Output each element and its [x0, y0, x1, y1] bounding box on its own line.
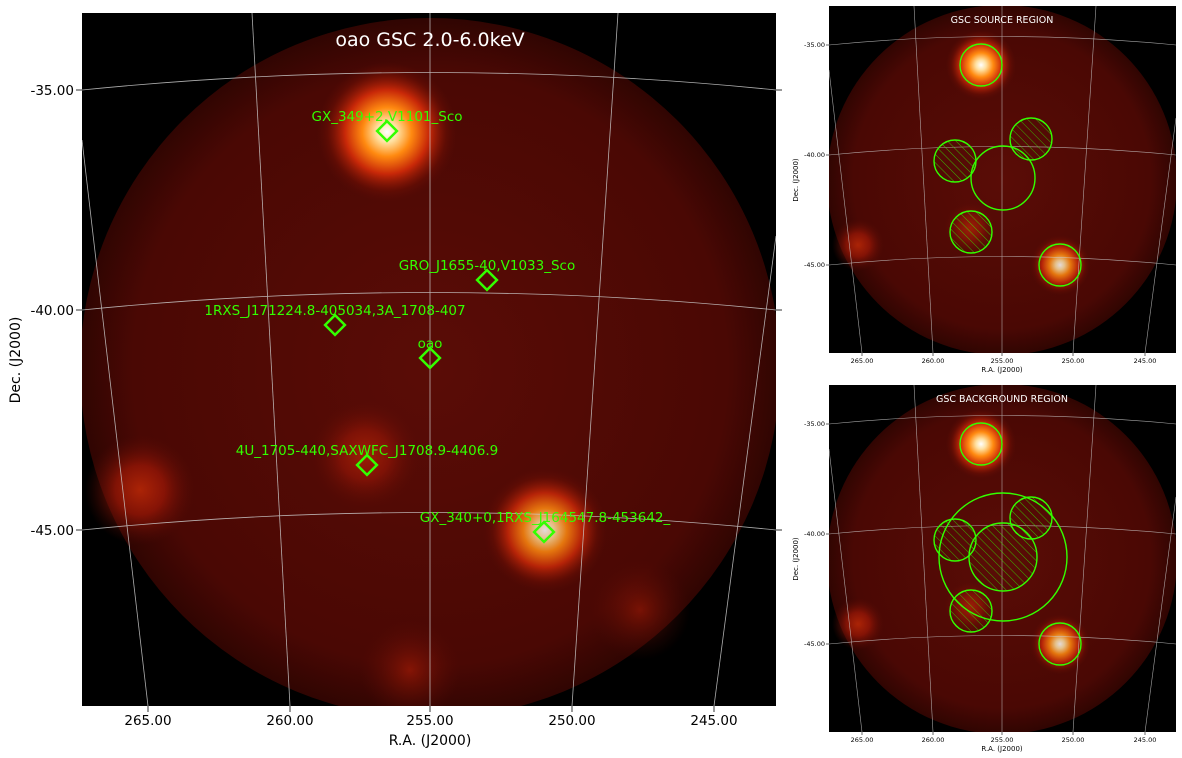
source-label-1rxs1712: 1RXS_J171224.8-405034,3A_1708-407 [204, 303, 465, 319]
main-ytick-0: -35.00 [30, 83, 74, 99]
src-region-lower-right [1038, 243, 1082, 287]
src-region-center [970, 145, 1036, 211]
bkg-xtick-2: 255.00 [991, 736, 1014, 744]
bkg-region-outer [938, 492, 1068, 622]
marker-gro1655 [475, 268, 499, 292]
bkg-region-lower-left [949, 589, 993, 633]
marker-gx349 [375, 119, 399, 143]
marker-gx340 [532, 520, 556, 544]
main-glow-bottom [360, 620, 460, 706]
marker-4u1705 [355, 453, 379, 477]
marker-1rxs1712 [323, 313, 347, 337]
src-xtick-3: 250.00 [1062, 357, 1085, 365]
src-region-lower-left [949, 210, 993, 254]
source-label-gro1655: GRO_J1655-40,V1033_Sco [399, 258, 576, 274]
src-ytick-1: -40.00 [804, 151, 825, 159]
src-xlabel: R.A. (J2000) [981, 366, 1023, 374]
bkg-glow-top [946, 409, 1016, 479]
main-xtick-2: 255.00 [406, 713, 453, 729]
main-glow-left [85, 435, 195, 545]
main-glow-bottom-right [590, 560, 690, 660]
bkg-glow-left [832, 598, 884, 650]
bkg-ytick-2: -45.00 [804, 640, 825, 648]
main-panel: oao GSC 2.0-6.0keV GX_349+2,V1101_Sco GR… [8, 13, 782, 749]
main-glow-gx349 [317, 62, 457, 202]
bkg-ytick-1: -40.00 [804, 530, 825, 538]
src-xtick-1: 260.00 [922, 357, 945, 365]
src-region-left [933, 139, 977, 183]
src-glow-left [832, 219, 884, 271]
bkg-regions [933, 422, 1082, 666]
bkg-region-top [959, 422, 1003, 466]
src-region-upper-right [1009, 117, 1053, 161]
main-title: oao GSC 2.0-6.0keV [335, 29, 524, 51]
source-region-panel: GSC SOURCE REGION 265.00 260.00 255.00 2… [792, 6, 1176, 374]
source-label-4u1705: 4U_1705-440,SAXWFC_J1708.9-4406.9 [236, 443, 498, 459]
src-ytick-0: -35.00 [804, 41, 825, 49]
src-glow-top [946, 30, 1016, 100]
bkg-xtick-4: 245.00 [1134, 736, 1157, 744]
main-ylabel: Dec. (J2000) [8, 317, 24, 404]
main-xtick-3: 250.00 [548, 713, 595, 729]
src-region-top [959, 43, 1003, 87]
src-ylabel: Dec. (J2000) [792, 158, 800, 202]
src-regions [933, 43, 1082, 287]
main-glow-4u1705 [310, 400, 420, 510]
bkg-region-inner [968, 522, 1038, 592]
source-label-gx340: GX_340+0,1RXS_J164547.8-453642_ [420, 510, 671, 526]
bkg-region-upper-right [1009, 496, 1053, 540]
src-ticks [826, 44, 1146, 356]
main-xtick-4: 245.00 [690, 713, 737, 729]
src-xtick-2: 255.00 [991, 357, 1014, 365]
src-title: GSC SOURCE REGION [951, 15, 1054, 26]
bkg-title: GSC BACKGROUND REGION [936, 394, 1068, 405]
main-xtick-0: 265.00 [124, 713, 171, 729]
src-xtick-4: 245.00 [1134, 357, 1157, 365]
src-xtick-0: 265.00 [851, 357, 874, 365]
bkg-region-lower-right [1038, 622, 1082, 666]
bkg-ytick-0: -35.00 [804, 420, 825, 428]
background-region-panel: GSC BACKGROUND REGION 265.00 260.00 255.… [792, 385, 1176, 753]
source-label-oao: oao [418, 336, 443, 352]
src-ytick-2: -45.00 [804, 261, 825, 269]
main-xtick-1: 260.00 [266, 713, 313, 729]
bkg-ticks [826, 423, 1146, 735]
bkg-xtick-1: 260.00 [922, 736, 945, 744]
source-label-gx349: GX_349+2,V1101_Sco [311, 109, 462, 125]
main-glow-gx340 [483, 468, 607, 592]
bkg-region-left [933, 518, 977, 562]
bkg-ylabel: Dec. (J2000) [792, 537, 800, 581]
bkg-xtick-0: 265.00 [851, 736, 874, 744]
marker-oao [418, 346, 442, 370]
main-ticks [76, 89, 782, 712]
main-ytick-2: -45.00 [30, 523, 74, 539]
bkg-xtick-3: 250.00 [1062, 736, 1085, 744]
main-grid [82, 13, 776, 706]
bkg-xlabel: R.A. (J2000) [981, 745, 1023, 753]
main-ytick-1: -40.00 [30, 303, 74, 319]
main-xlabel: R.A. (J2000) [389, 733, 472, 749]
main-markers [323, 119, 556, 544]
